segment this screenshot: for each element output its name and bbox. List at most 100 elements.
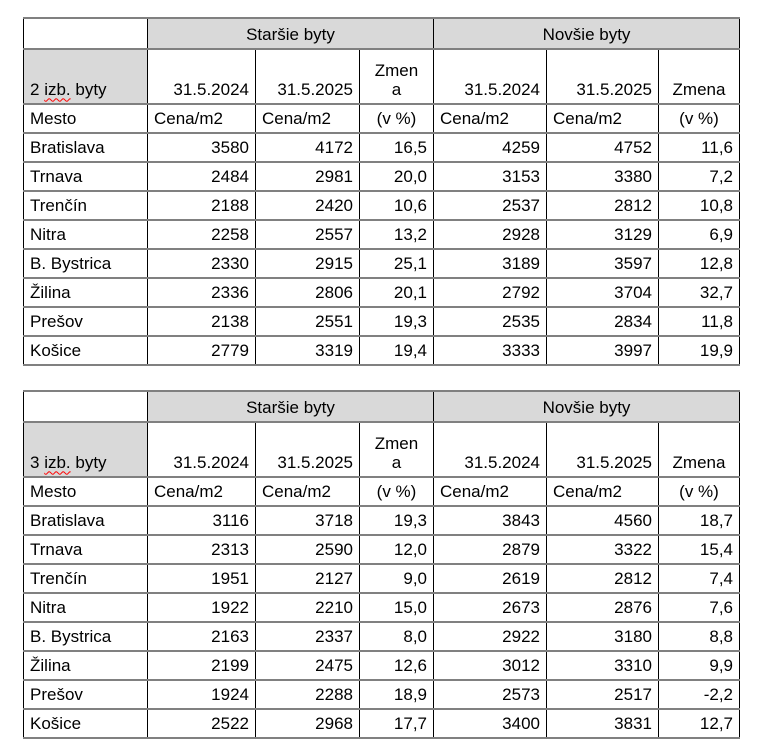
group-header-starsie: Staršie byty [147, 17, 434, 50]
price-cell: 2258 [147, 219, 256, 250]
price-cell: 3718 [255, 505, 360, 536]
city-cell: Žilina [23, 277, 148, 308]
table-spacer [23, 366, 738, 390]
price-cell: 3580 [147, 132, 256, 163]
price-cell: 2879 [433, 534, 547, 565]
label-misspelled: izb. [44, 80, 71, 100]
table-row: Trnava 2484 2981 20,0 3153 3380 7,2 [23, 161, 740, 192]
table-row: B. Bystrica 2330 2915 25,1 3189 3597 12,… [23, 248, 740, 279]
mesto-header: Mesto [23, 103, 148, 134]
price-cell: 3843 [433, 505, 547, 536]
change-cell: 10,6 [359, 190, 434, 221]
change-cell: 9,9 [658, 650, 740, 681]
change-header-line1: Zmen [374, 433, 419, 453]
price-cell: 2792 [433, 277, 547, 308]
corner-cell [23, 17, 148, 50]
city-cell: Žilina [23, 650, 148, 681]
change-cell: 20,0 [359, 161, 434, 192]
date-header: 31.5.2024 [147, 48, 256, 105]
price-cell: 2673 [433, 592, 547, 623]
city-cell: Trenčín [23, 190, 148, 221]
change-header-line2: a [391, 453, 402, 473]
date-header: 31.5.2025 [546, 48, 659, 105]
change-cell: 12,6 [359, 650, 434, 681]
date-header-row: 2 izb. byty 31.5.2024 31.5.2025 Zmen a 31… [23, 48, 740, 105]
table-row: Žilina 2336 2806 20,1 2792 3704 32,7 [23, 277, 740, 308]
change-cell: 7,4 [658, 563, 740, 594]
city-cell: Bratislava [23, 132, 148, 163]
price-cell: 2313 [147, 534, 256, 565]
table-row: B. Bystrica 2163 2337 8,0 2922 3180 8,8 [23, 621, 740, 652]
price-cell: 2138 [147, 306, 256, 337]
price-cell: 2981 [255, 161, 360, 192]
price-unit-header: Cena/m2 [147, 476, 256, 507]
label-pre: 3 [30, 453, 45, 473]
price-cell: 4560 [546, 505, 659, 536]
change-cell: 7,6 [658, 592, 740, 623]
price-cell: 3997 [546, 335, 659, 366]
change-cell: 12,0 [359, 534, 434, 565]
price-unit-header: Cena/m2 [433, 103, 547, 134]
price-cell: 2163 [147, 621, 256, 652]
table-row: Nitra 2258 2557 13,2 2928 3129 6,9 [23, 219, 740, 250]
row-group-label: 2 izb. byty [23, 48, 148, 105]
change-header-wrapped: Zmen a [359, 48, 434, 105]
price-cell: 2522 [147, 708, 256, 739]
price-cell: 2199 [147, 650, 256, 681]
group-header-row: Staršie byty Novšie byty [23, 17, 740, 50]
price-cell: 3597 [546, 248, 659, 279]
price-cell: 2619 [433, 563, 547, 594]
change-cell: 32,7 [658, 277, 740, 308]
change-cell: 6,9 [658, 219, 740, 250]
change-cell: 20,1 [359, 277, 434, 308]
price-cell: 3310 [546, 650, 659, 681]
table-3-izb-byty: Staršie byty Novšie byty 3 izb. byty 31.… [23, 390, 740, 739]
table-row: Žilina 2199 2475 12,6 3012 3310 9,9 [23, 650, 740, 681]
date-header: 31.5.2025 [255, 421, 360, 478]
price-cell: 2210 [255, 592, 360, 623]
group-header-starsie: Staršie byty [147, 390, 434, 423]
price-cell: 2336 [147, 277, 256, 308]
city-cell: B. Bystrica [23, 621, 148, 652]
change-cell: 7,2 [658, 161, 740, 192]
price-cell: 2928 [433, 219, 547, 250]
price-cell: 2127 [255, 563, 360, 594]
label-post: byty [70, 80, 107, 100]
price-unit-header: Cena/m2 [546, 103, 659, 134]
price-cell: 2915 [255, 248, 360, 279]
price-cell: 3831 [546, 708, 659, 739]
change-cell: 16,5 [359, 132, 434, 163]
group-header-novsie: Novšie byty [433, 390, 740, 423]
price-cell: 3319 [255, 335, 360, 366]
price-cell: 4752 [546, 132, 659, 163]
city-cell: Prešov [23, 679, 148, 710]
row-group-label: 3 izb. byty [23, 421, 148, 478]
price-cell: 3704 [546, 277, 659, 308]
price-cell: 2590 [255, 534, 360, 565]
price-cell: 2484 [147, 161, 256, 192]
pct-unit-header: (v %) [359, 103, 434, 134]
price-cell: 1951 [147, 563, 256, 594]
price-cell: 3322 [546, 534, 659, 565]
change-cell: 19,4 [359, 335, 434, 366]
price-cell: 4259 [433, 132, 547, 163]
change-header: Zmena [658, 48, 740, 105]
price-cell: 2188 [147, 190, 256, 221]
price-cell: 3180 [546, 621, 659, 652]
change-cell: 19,9 [658, 335, 740, 366]
change-cell: 11,6 [658, 132, 740, 163]
table-row: Trenčín 1951 2127 9,0 2619 2812 7,4 [23, 563, 740, 594]
price-cell: 2573 [433, 679, 547, 710]
price-cell: 3116 [147, 505, 256, 536]
price-cell: 1924 [147, 679, 256, 710]
change-header-line1: Zmen [374, 60, 419, 80]
price-cell: 3189 [433, 248, 547, 279]
mesto-header: Mesto [23, 476, 148, 507]
change-cell: 10,8 [658, 190, 740, 221]
price-cell: 2834 [546, 306, 659, 337]
table-2-izb-byty: Staršie byty Novšie byty 2 izb. byty 31.… [23, 17, 740, 366]
price-cell: 3400 [433, 708, 547, 739]
change-cell: 19,3 [359, 306, 434, 337]
change-cell: 9,0 [359, 563, 434, 594]
